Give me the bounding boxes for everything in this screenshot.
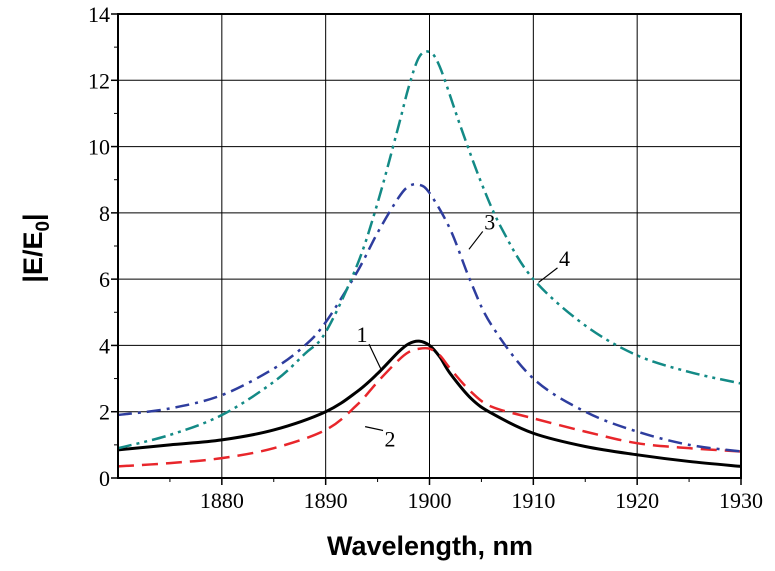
x-tick-label: 1890 [304, 488, 348, 513]
series-4-line [117, 50, 742, 450]
y-axis-title-subscript: 0 [33, 221, 54, 232]
y-tick-label: 4 [99, 333, 110, 358]
series-3-leader-line [468, 231, 484, 250]
y-tick-label: 0 [99, 466, 110, 491]
series-3-label: 3 [484, 209, 495, 234]
series-3-line [117, 182, 742, 453]
y-axis-title: |E/E0| [18, 213, 54, 282]
y-tick-label: 6 [99, 267, 110, 292]
series-4-leader-line [538, 267, 558, 283]
grid [118, 13, 742, 479]
y-tick-label: 10 [88, 135, 110, 160]
x-axis-title: Wavelength, nm [327, 531, 533, 561]
series-2-leader-line [364, 426, 384, 432]
series-2-label: 2 [385, 427, 396, 452]
series-1-leader-line [368, 343, 382, 369]
x-tick-label: 1930 [719, 488, 763, 513]
x-tick-label: 1910 [511, 488, 555, 513]
y-tick-label: 2 [99, 400, 110, 425]
x-tick-label: 1880 [200, 488, 244, 513]
curve-labels: 1 2 3 4 [357, 209, 570, 451]
series-1-label: 1 [357, 322, 368, 347]
x-tick-label: 1900 [408, 488, 452, 513]
series-4-label: 4 [559, 246, 570, 271]
y-tick-label: 8 [99, 201, 110, 226]
series-1-line [117, 339, 742, 468]
y-axis-title-main: |E/E [18, 232, 48, 283]
y-tick-label: 12 [88, 68, 110, 93]
y-axis-title-end: | [18, 213, 48, 221]
x-tick-label: 1920 [615, 488, 659, 513]
series-2-line [117, 346, 742, 468]
curves [117, 50, 742, 468]
y-tick-label: 14 [88, 2, 110, 27]
